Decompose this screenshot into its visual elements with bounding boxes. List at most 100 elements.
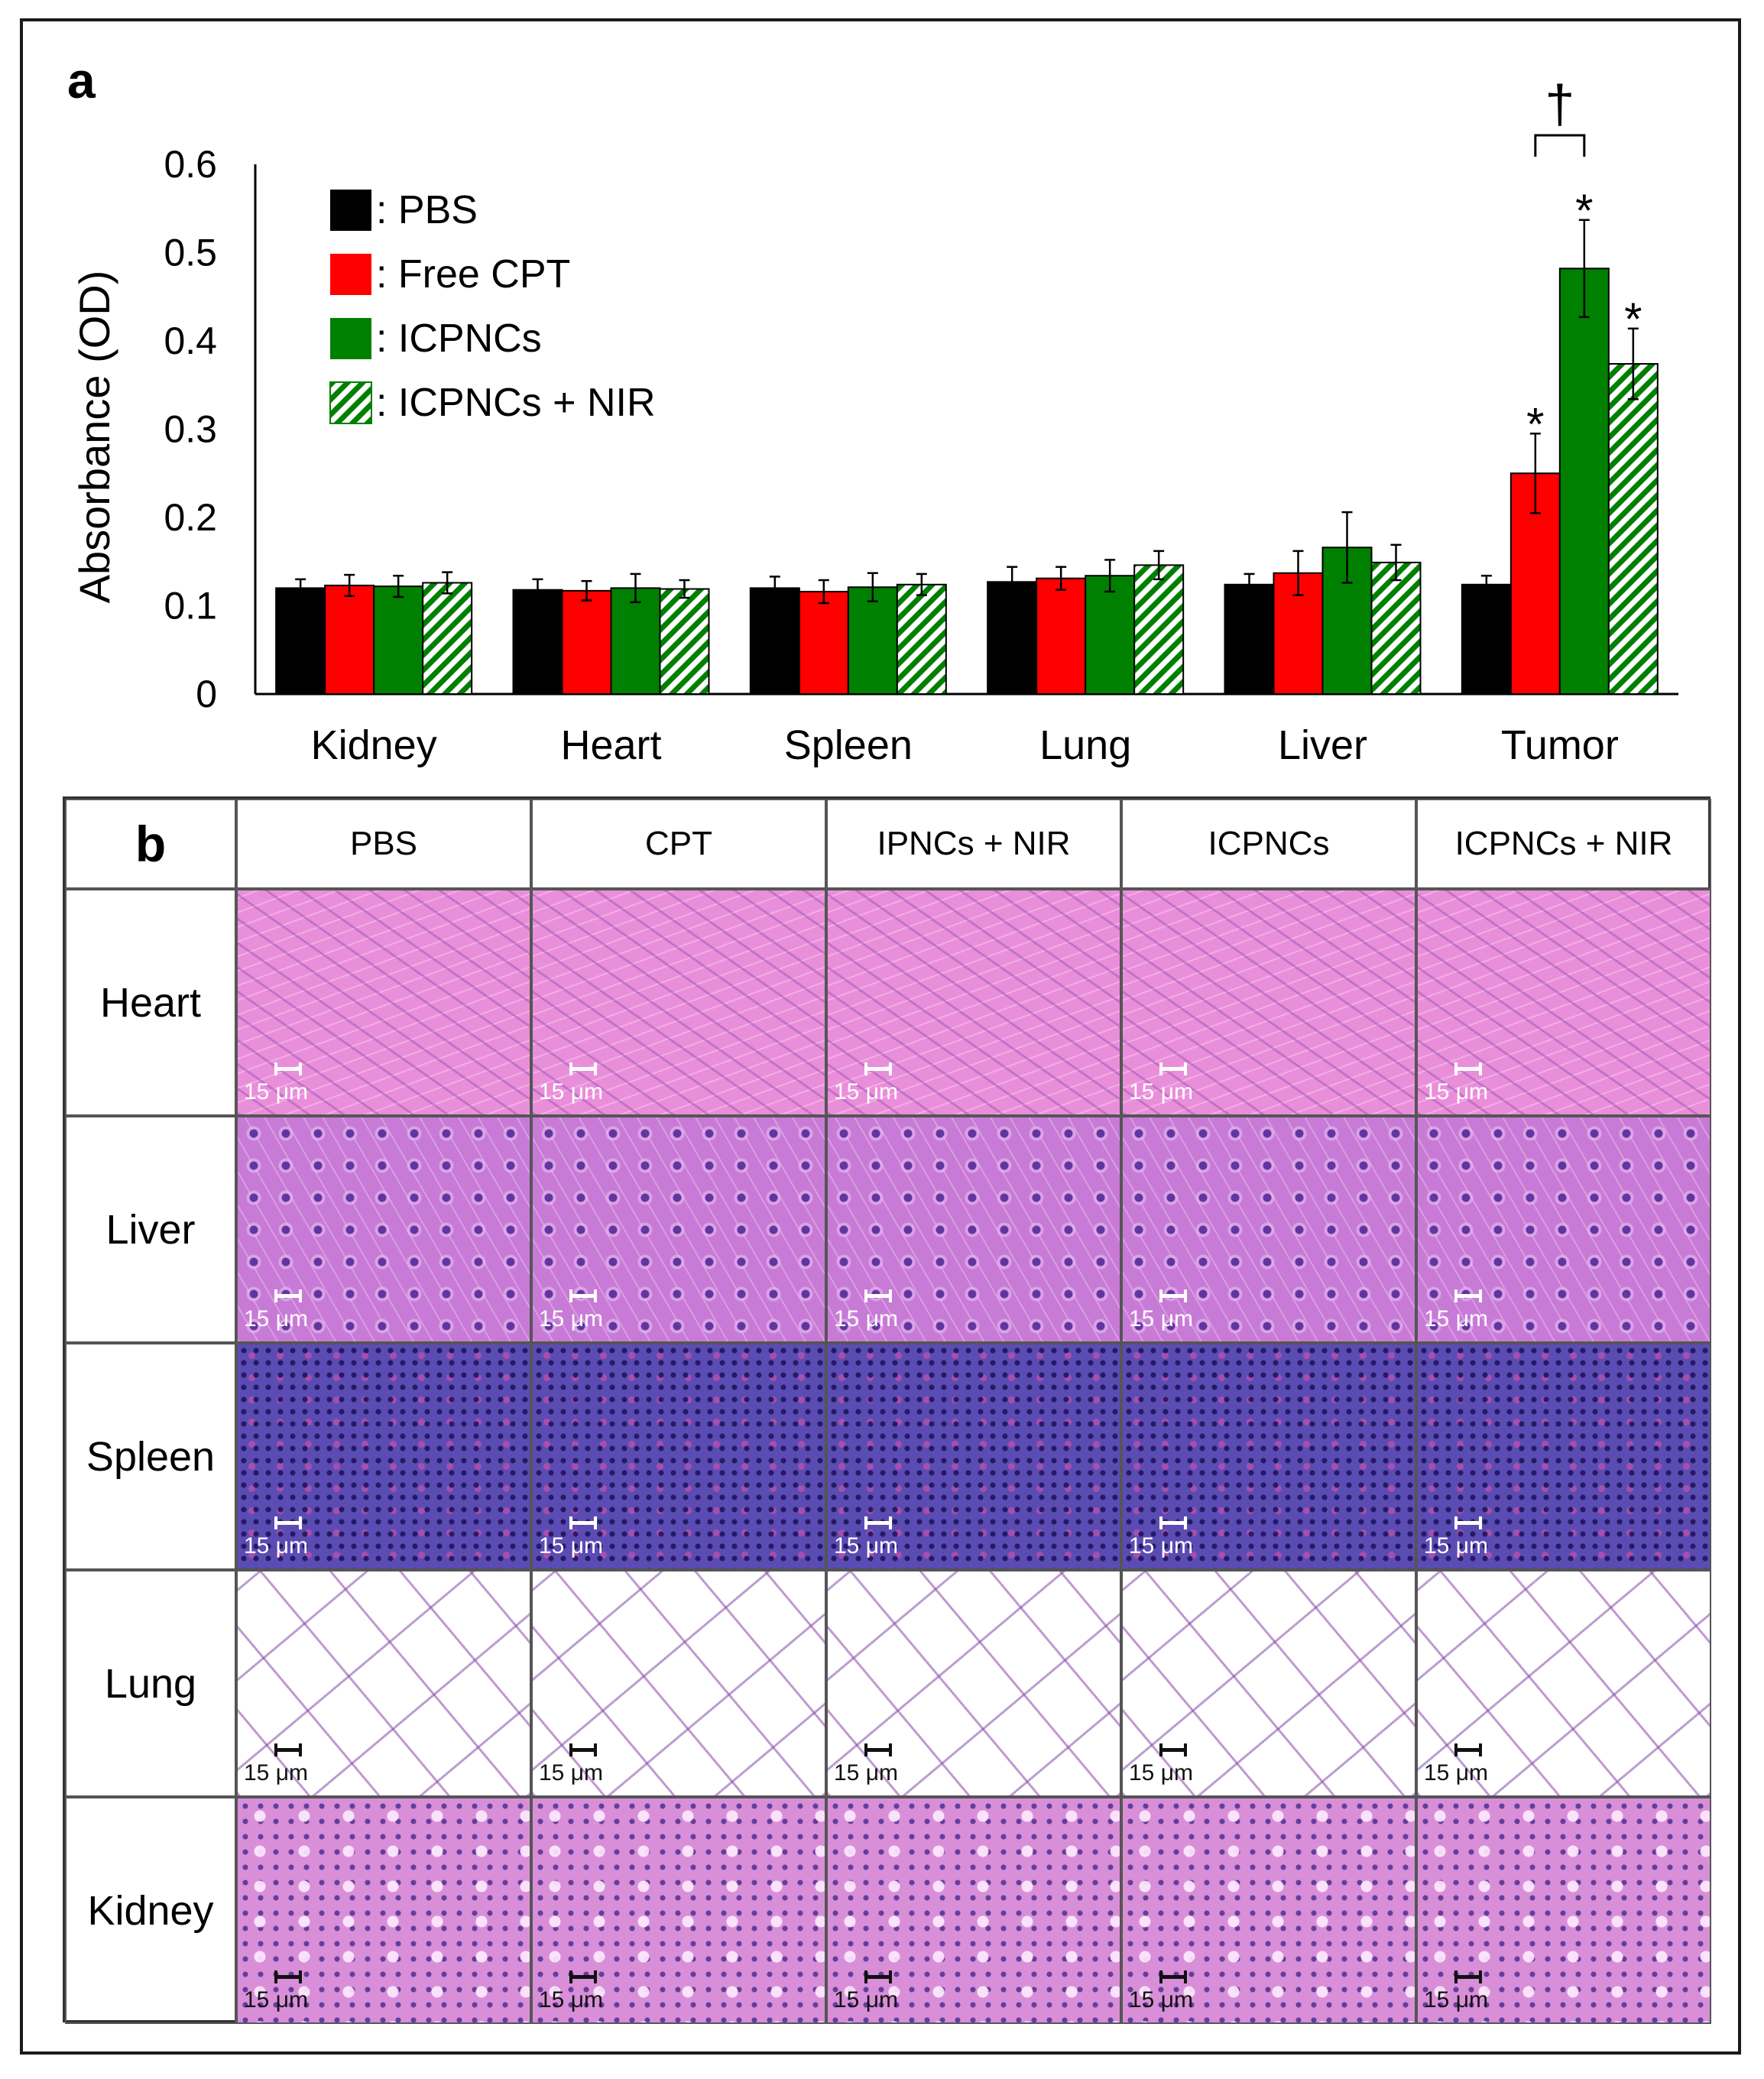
histology-image-lung: 15 μm <box>826 1570 1121 1797</box>
bar <box>275 587 326 696</box>
bar <box>987 581 1038 695</box>
histology-image-lung: 15 μm <box>531 1570 826 1797</box>
histology-image-spleen: 15 μm <box>531 1343 826 1570</box>
scale-bar-line <box>274 1289 302 1302</box>
scale-bar-line <box>569 1062 597 1075</box>
y-tick-label: 0.6 <box>164 143 217 186</box>
column-header: CPT <box>531 799 826 889</box>
scale-bar-label: 15 μm <box>1129 1987 1193 2013</box>
histology-image-liver: 15 μm <box>1416 1116 1711 1343</box>
scale-bar: 15 μm <box>834 1289 903 1335</box>
scale-bar: 15 μm <box>244 1062 313 1108</box>
legend-swatch <box>329 381 372 424</box>
histology-image-liver: 15 μm <box>236 1116 531 1343</box>
histology-image-liver: 15 μm <box>531 1116 826 1343</box>
legend-label: : PBS <box>376 188 478 232</box>
scale-bar-label: 15 μm <box>1129 1533 1193 1558</box>
scale-bar-line <box>1454 1062 1482 1075</box>
scale-bar-label: 15 μm <box>244 1533 308 1558</box>
scale-bar: 15 μm <box>834 1970 903 2016</box>
scale-bar: 15 μm <box>244 1516 313 1562</box>
row-label: Liver <box>65 1116 236 1343</box>
dagger-label: † <box>1545 74 1574 134</box>
histology-image-spleen: 15 μm <box>1121 1343 1416 1570</box>
bar <box>561 589 612 695</box>
scale-bar: 15 μm <box>539 1516 608 1562</box>
histology-image-heart: 15 μm <box>1121 889 1416 1116</box>
scale-bar-label: 15 μm <box>539 1987 603 2013</box>
bar <box>798 591 849 696</box>
legend-swatch <box>330 254 371 295</box>
scale-bar-label: 15 μm <box>244 1987 308 2013</box>
scale-bar-label: 15 μm <box>834 1760 898 1785</box>
scale-bar: 15 μm <box>834 1516 903 1562</box>
bar <box>1133 564 1185 695</box>
row-label: Heart <box>65 889 236 1116</box>
scale-bar-line <box>1159 1516 1187 1529</box>
legend-swatch <box>330 190 371 231</box>
scale-bar: 15 μm <box>539 1289 608 1335</box>
histology-image-heart: 15 μm <box>531 889 826 1116</box>
column-header: ICPNCs <box>1121 799 1416 889</box>
legend-swatch <box>330 318 371 359</box>
y-tick-label: 0.2 <box>164 496 217 539</box>
bar <box>1558 268 1610 696</box>
scale-bar-line <box>864 1062 892 1075</box>
scale-bar: 15 μm <box>1424 1516 1493 1562</box>
bar <box>422 582 473 695</box>
scale-bar: 15 μm <box>1129 1970 1198 2016</box>
bar <box>512 589 563 696</box>
histology-image-heart: 15 μm <box>236 889 531 1116</box>
column-header: PBS <box>236 799 531 889</box>
scale-bar: 15 μm <box>1424 1743 1493 1789</box>
bar <box>896 583 947 696</box>
scale-bar-label: 15 μm <box>834 1079 898 1104</box>
scale-bar-line <box>569 1289 597 1302</box>
scale-bar-line <box>569 1516 597 1529</box>
bar <box>1224 583 1275 696</box>
row-label: Lung <box>65 1570 236 1797</box>
scale-bar-line <box>864 1743 892 1756</box>
significance-label: * <box>1624 294 1642 345</box>
panel-b-label: b <box>65 799 236 889</box>
scale-bar-label: 15 μm <box>244 1306 308 1331</box>
scale-bar-label: 15 μm <box>834 1987 898 2013</box>
legend-label: : ICPNCs + NIR <box>376 381 656 425</box>
histology-image-heart: 15 μm <box>1416 889 1711 1116</box>
bar <box>610 587 661 696</box>
histology-image-heart: 15 μm <box>826 889 1121 1116</box>
scale-bar: 15 μm <box>244 1743 313 1789</box>
bar <box>847 586 898 695</box>
histology-image-kidney: 15 μm <box>1416 1797 1711 2024</box>
scale-bar-label: 15 μm <box>1129 1306 1193 1331</box>
scale-bar-label: 15 μm <box>539 1079 603 1104</box>
x-tick-label: Spleen <box>784 722 913 768</box>
histology-image-spleen: 15 μm <box>236 1343 531 1570</box>
scale-bar-line <box>1454 1289 1482 1302</box>
row-label: Kidney <box>65 1797 236 2024</box>
scale-bar-label: 15 μm <box>1129 1760 1193 1785</box>
x-tick-label: Liver <box>1278 722 1367 768</box>
histology-image-lung: 15 μm <box>1416 1570 1711 1797</box>
scale-bar: 15 μm <box>1129 1289 1198 1335</box>
scale-bar: 15 μm <box>539 1970 608 2016</box>
scale-bar-line <box>569 1743 597 1756</box>
legend-label: : ICPNCs <box>376 316 542 361</box>
scale-bar-label: 15 μm <box>1424 1079 1488 1104</box>
histology-image-kidney: 15 μm <box>531 1797 826 2024</box>
y-tick-label: 0.3 <box>164 408 217 451</box>
bar <box>1370 561 1422 696</box>
column-header: ICPNCs + NIR <box>1416 799 1711 889</box>
scale-bar-label: 15 μm <box>539 1533 603 1558</box>
figure-frame <box>20 18 1741 2055</box>
bar-chart: 0 0.1 0.2 0.3 0.4 0.5 0.6 Absorbance (OD) Kidney… <box>70 74 1678 768</box>
scale-bar-line <box>274 1516 302 1529</box>
scale-bar-label: 15 μm <box>1129 1079 1193 1104</box>
bar <box>659 588 710 695</box>
scale-bar: 15 μm <box>539 1062 608 1108</box>
x-tick-label: Lung <box>1039 722 1131 768</box>
legend-label: : Free CPT <box>376 252 570 297</box>
scale-bar-line <box>1454 1743 1482 1756</box>
scale-bar: 15 μm <box>1424 1062 1493 1108</box>
y-tick-label: 0 <box>196 673 217 715</box>
